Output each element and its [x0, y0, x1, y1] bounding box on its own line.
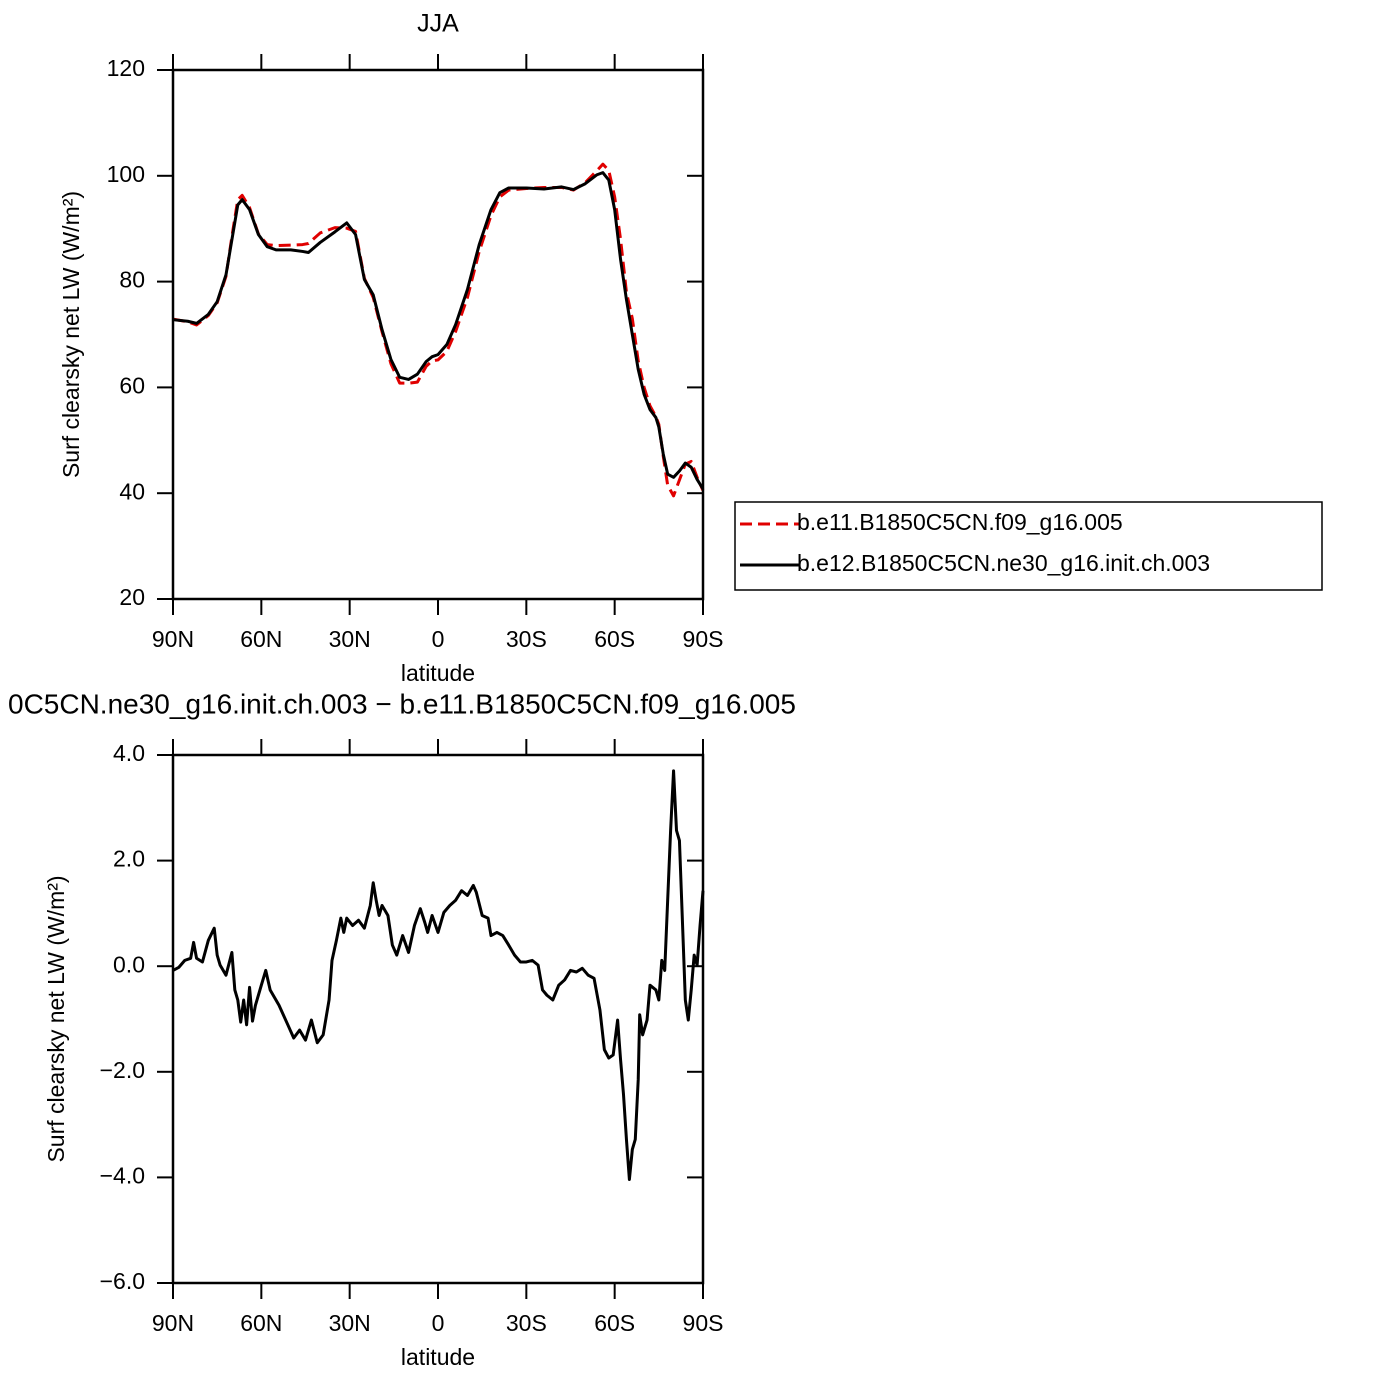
- y-tick-label: 40: [119, 478, 145, 504]
- y-tick-label: −2.0: [100, 1057, 145, 1083]
- y-axis-label: Surf clearsky net LW (W/m²): [43, 875, 69, 1162]
- x-tick-label: 30S: [506, 626, 547, 652]
- x-tick-label: 90N: [152, 626, 194, 652]
- y-tick-label: 0.0: [113, 951, 145, 977]
- x-tick-label: 0: [432, 626, 445, 652]
- x-tick-label: 60S: [594, 1310, 635, 1336]
- x-axis-label: latitude: [401, 660, 475, 686]
- plot-frame: [171, 753, 705, 1285]
- x-axis-label: latitude: [401, 1344, 475, 1370]
- chart-title: 0C5CN.ne30_g16.init.ch.003 − b.e11.B1850…: [8, 688, 796, 719]
- y-tick-label: 4.0: [113, 740, 145, 766]
- y-tick-label: 100: [107, 161, 145, 187]
- x-tick-label: 30N: [329, 1310, 371, 1336]
- data-line: [172, 171, 705, 490]
- x-tick-label: 60S: [594, 626, 635, 652]
- y-tick-label: 20: [119, 584, 145, 610]
- y-tick-label: −6.0: [100, 1268, 145, 1294]
- x-tick-label: 60N: [240, 626, 282, 652]
- legend-label: b.e12.B1850C5CN.ne30_g16.init.ch.003: [797, 550, 1210, 576]
- x-tick-label: 30N: [329, 626, 371, 652]
- chart-title: JJA: [417, 10, 459, 38]
- plot-frame: [171, 68, 705, 601]
- x-tick-label: 90S: [683, 1310, 724, 1336]
- y-tick-label: 2.0: [113, 846, 145, 872]
- y-tick-label: −4.0: [100, 1162, 145, 1188]
- y-tick-label: 120: [107, 55, 145, 81]
- x-tick-label: 90N: [152, 1310, 194, 1336]
- x-tick-label: 30S: [506, 1310, 547, 1336]
- x-tick-label: 90S: [683, 626, 724, 652]
- legend-label: b.e11.B1850C5CN.f09_g16.005: [797, 509, 1123, 535]
- x-tick-label: 60N: [240, 1310, 282, 1336]
- y-axis-label: Surf clearsky net LW (W/m²): [58, 191, 84, 478]
- data-line: [172, 769, 705, 1182]
- x-tick-label: 0: [432, 1310, 445, 1336]
- y-tick-label: 80: [119, 267, 145, 293]
- y-tick-label: 60: [119, 372, 145, 398]
- legend-box: [734, 501, 1323, 591]
- data-line: [172, 162, 705, 498]
